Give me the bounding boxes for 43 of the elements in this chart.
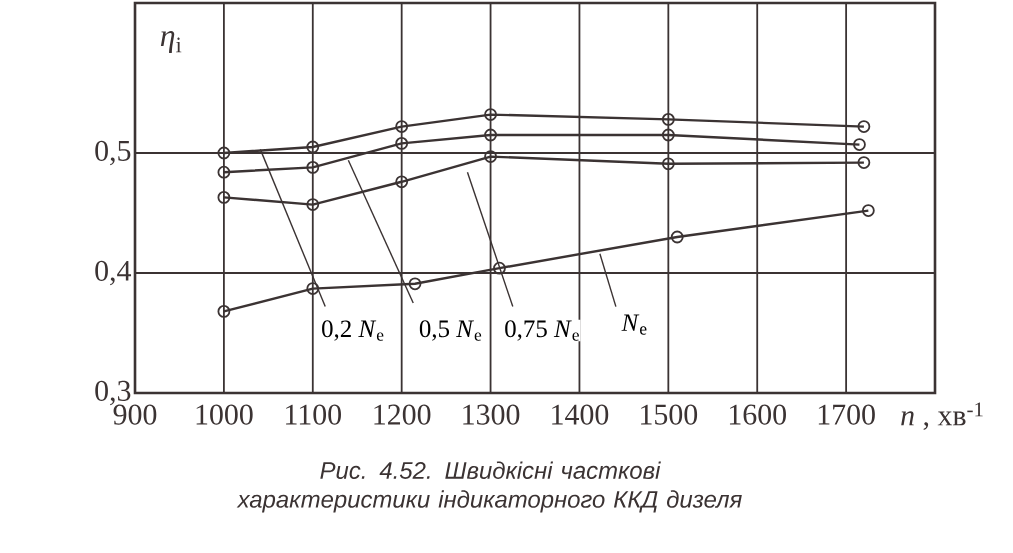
- point: [661, 128, 675, 142]
- y-tick-label: 0,3: [95, 380, 131, 406]
- x-tick-label: 1400: [552, 404, 609, 425]
- point: [661, 157, 675, 171]
- point: [306, 160, 320, 174]
- point: [857, 156, 871, 169]
- point: [670, 230, 684, 244]
- point: [217, 304, 231, 318]
- x-tick-label: 1600: [729, 404, 786, 425]
- point: [408, 277, 422, 291]
- point: [493, 261, 506, 275]
- point: [661, 112, 675, 126]
- text: 0,75 N$_{e}$: [505, 320, 579, 341]
- point: [217, 146, 231, 160]
- x-tick-label: 1500: [641, 404, 698, 425]
- text: 0,2 N$_{e}$: [322, 320, 384, 341]
- text: N$_{e}$: [621, 314, 647, 335]
- x-tick-label: 900: [113, 404, 157, 425]
- x-tick-label: 1000: [196, 404, 253, 425]
- x-tick-label: 1200: [374, 404, 431, 425]
- x-axis-title: n , хв$^{-1}$: [901, 402, 983, 430]
- point: [395, 120, 409, 133]
- y-axis-title: η$_{i}$: [160, 31, 182, 53]
- y-tick-label: 0,5: [95, 140, 131, 166]
- text: Рис. 4.52. Швидкісні часткові характеристики індикаторного ККД дизеля: [236, 461, 742, 513]
- point: [853, 138, 866, 151]
- point: [395, 175, 409, 189]
- point: [217, 165, 231, 179]
- point: [484, 128, 497, 142]
- point: [857, 120, 871, 133]
- x-tick-label: 1100: [286, 404, 341, 425]
- x-tick-label: 1700: [818, 404, 875, 425]
- point: [484, 108, 497, 121]
- x-tick-label: 1300: [463, 404, 520, 425]
- point: [395, 136, 409, 150]
- y-tick-label: 0,4: [95, 260, 132, 286]
- point: [306, 140, 320, 154]
- point: [217, 190, 231, 204]
- point: [484, 150, 497, 163]
- point: [306, 198, 320, 211]
- text: 0,5 N$_{e}$: [419, 320, 482, 341]
- point: [306, 282, 320, 295]
- point: [861, 204, 875, 217]
